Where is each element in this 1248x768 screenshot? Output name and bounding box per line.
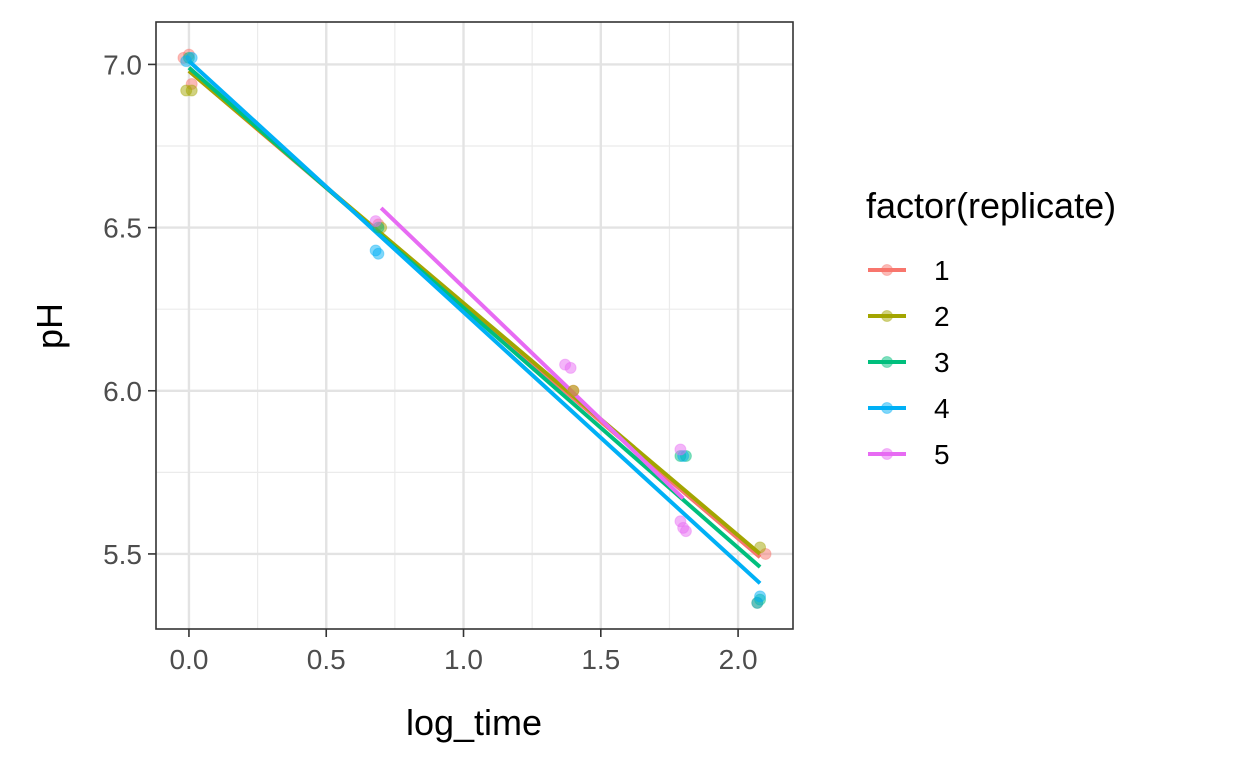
data-point-replicate-5 xyxy=(564,361,577,374)
y-axis: 5.5 6.0 6.5 7.0 xyxy=(103,49,156,570)
legend-key-point-2 xyxy=(881,310,893,322)
x-axis: 0.0 0.5 1.0 1.5 2.0 xyxy=(169,629,758,675)
x-tick-label: 0.0 xyxy=(169,644,208,675)
legend-title: factor(replicate) xyxy=(866,185,1116,226)
fit-line-replicate-3 xyxy=(187,66,762,569)
legend-label-4: 4 xyxy=(934,393,950,424)
data-point-replicate-4 xyxy=(372,247,385,260)
plot-background xyxy=(156,22,793,629)
legend-key-point-1 xyxy=(881,264,893,276)
grid-major xyxy=(156,22,793,629)
data-point-replicate-5 xyxy=(679,525,692,538)
y-tick-label: 6.5 xyxy=(103,213,142,244)
y-axis-title: pH xyxy=(29,303,70,349)
x-tick-label: 1.5 xyxy=(581,644,620,675)
data-point-replicate-4 xyxy=(751,596,764,609)
y-tick-label: 6.0 xyxy=(103,376,142,407)
data-point-replicate-2 xyxy=(185,84,198,97)
fit-line-replicate-5 xyxy=(379,206,685,500)
data-point-replicate-2 xyxy=(567,384,580,397)
data-point-replicate-5 xyxy=(369,215,382,228)
x-axis-title: log_time xyxy=(406,702,542,743)
data-point-replicate-4 xyxy=(185,51,198,64)
y-tick-label: 7.0 xyxy=(103,49,142,80)
fit-line-replicate-4 xyxy=(187,59,762,585)
legend-key-point-3 xyxy=(881,356,893,368)
legend: factor(replicate) 1 2 3 4 5 xyxy=(866,185,1116,470)
y-tick-label: 5.5 xyxy=(103,539,142,570)
x-tick-label: 1.0 xyxy=(444,644,483,675)
x-tick-label: 0.5 xyxy=(307,644,346,675)
fit-lines xyxy=(187,59,762,585)
plot-border xyxy=(155,21,794,630)
legend-key-point-5 xyxy=(881,448,893,460)
data-points xyxy=(177,48,772,609)
data-point-replicate-2 xyxy=(754,541,767,554)
legend-label-1: 1 xyxy=(934,255,950,286)
legend-key-point-4 xyxy=(881,402,893,414)
x-tick-label: 2.0 xyxy=(719,644,758,675)
grid-minor xyxy=(156,22,793,629)
legend-label-3: 3 xyxy=(934,347,950,378)
legend-label-5: 5 xyxy=(934,439,950,470)
data-point-replicate-5 xyxy=(674,443,687,456)
legend-label-2: 2 xyxy=(934,301,950,332)
